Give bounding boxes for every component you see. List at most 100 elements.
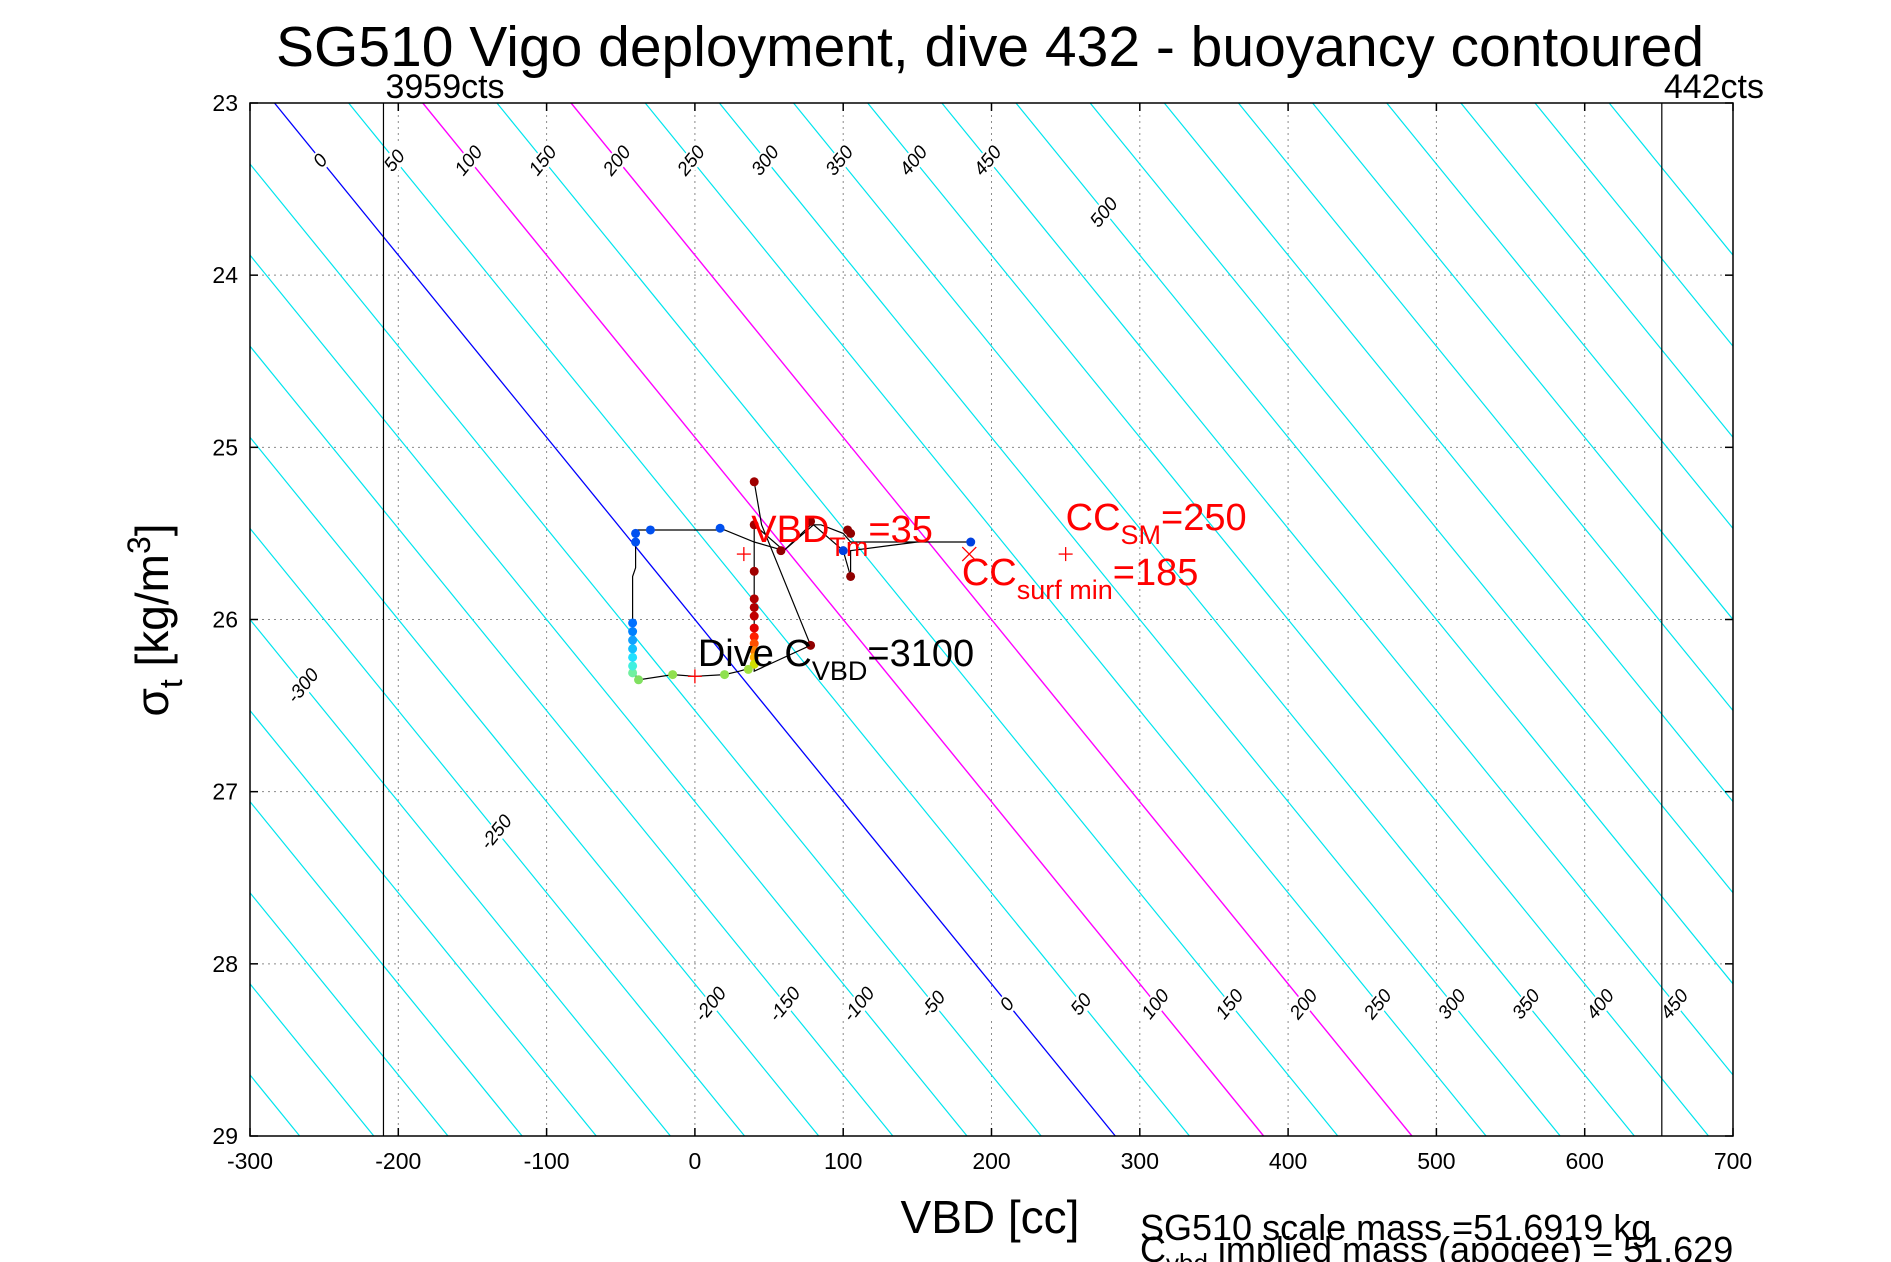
buoyancy-contour-line [250,800,523,1136]
cc-surf-min-marker [961,546,977,562]
buoyancy-contour-line [250,345,894,1136]
dive-data-point [749,659,759,669]
buoyancy-contour-line [1163,103,1733,803]
dive-data-point [715,523,725,533]
buoyancy-contour-line [250,527,746,1136]
buoyancy-contour-line [250,254,968,1136]
buoyancy-contour-line [1089,103,1733,894]
x-tick-label: 600 [1566,1148,1604,1174]
dive-data-point [749,632,759,642]
implied-mass-rest: implied mass (apogee) = 51.629 [1208,1229,1733,1262]
y-tick-label: 23 [212,90,238,116]
buoyancy-contour-line [941,103,1733,1076]
buoyancy-contour-line [348,103,1190,1136]
y-axis-label-sup: 3 [121,536,157,554]
dive-data-point [631,537,641,547]
buoyancy-contour-line [793,103,1635,1136]
y-tick-label: 29 [212,1123,238,1149]
x-tick-label: 700 [1714,1148,1752,1174]
y-tick-label: 28 [212,951,238,977]
x-tick-label: -300 [227,1148,273,1174]
dive-data-point [838,546,848,556]
annotation-vbd-tm: VBDTm=35 [751,509,933,562]
dive-data-point [628,627,638,637]
buoyancy-contour-line [1386,103,1733,530]
dive-data-point [645,525,655,535]
dive-path-line [632,481,970,681]
dive-data-point [628,644,638,654]
contour-label: 0 [986,981,1028,1028]
buoyancy-contour-line [422,103,1265,1136]
dive-trajectory [632,481,970,681]
dive-points [628,477,976,685]
buoyancy-contour-line [1015,103,1733,985]
y-axis-label-sub: t [153,679,189,688]
dive-data-point [720,670,730,680]
buoyancy-contour-line [644,103,1487,1136]
vbd-limit-label: 442cts [1664,68,1764,106]
dive-data-point [806,516,816,526]
buoyancy-contour-line [250,709,597,1136]
dive-data-point [631,528,641,538]
buoyancy-contour-line [570,103,1413,1136]
dive-cvbd-marker [687,669,702,684]
x-tick-label: 500 [1417,1148,1455,1174]
dive-data-point [846,528,856,538]
dive-data-point [749,639,759,649]
x-tick-label: 200 [972,1148,1010,1174]
x-tick-label: -200 [375,1148,421,1174]
dive-data-point [749,623,759,633]
dive-data-point [776,546,786,556]
vbd-tm-marker [736,547,751,562]
dive-data-point [749,602,759,612]
dive-data-point [749,566,759,576]
y-axis-label-symbol: σ [126,688,178,716]
x-tick-label: 100 [824,1148,862,1174]
vbd-markers [687,546,1073,684]
implied-mass-symbol: C [1140,1229,1166,1262]
dive-data-point [743,664,753,674]
dive-data-point [966,537,976,547]
y-axis-label: σt [kg/m3] [121,523,189,716]
annotation-cc-sm: CCSM=250 [1066,497,1247,550]
annotation-dive-cvbd: Dive CVBD=3100 [698,633,974,686]
buoyancy-contour-line [496,103,1339,1136]
dive-data-point [628,661,638,671]
contour-label: 300 [1431,981,1473,1028]
dive-data-point [628,635,638,645]
buoyancy-contour-line [1460,103,1733,439]
dive-data-point [749,611,759,621]
dive-data-point [749,645,759,655]
dive-data-point [806,640,816,650]
cc-sm-marker [1058,547,1073,562]
dive-data-point [749,520,759,530]
x-axis-label: VBD [cc] [901,1191,1080,1243]
x-tick-label: 400 [1269,1148,1307,1174]
implied-mass-sub: vbd [1166,1248,1208,1262]
dive-data-point [749,652,759,662]
buoyancy-contours [250,103,1733,1136]
buoyancy-contour-line [867,103,1709,1136]
x-tick-label: 300 [1121,1148,1159,1174]
buoyancy-contour-line [250,618,671,1136]
annotation-cc-surf-min: CCsurf min=185 [962,552,1199,605]
dive-data-point [846,571,856,581]
y-tick-label: 26 [212,607,238,633]
buoyancy-contour-line [1534,103,1733,348]
y-axis-label-units: [kg/m [126,554,178,679]
implied-mass-text: Cvbd implied mass (apogee) = 51.629 [1140,1229,1733,1262]
contour-label: 0 [299,137,342,184]
contour-label: 400 [1579,981,1622,1028]
dive-data-point [749,477,759,487]
y-axis-label-close: ] [126,523,178,536]
x-tick-label: 0 [689,1148,702,1174]
dive-data-point [628,618,638,628]
vbd-limit-lines: 3959cts 442cts [382,68,1764,1136]
buoyancy-contour-line [250,436,820,1136]
axis-ticks: -300 -200 -100 0 100 200 300 400 500 600 700 23 24 25… [212,90,1752,1174]
buoyancy-contour-line [273,103,1116,1136]
buoyancy-contour-line [250,891,449,1136]
